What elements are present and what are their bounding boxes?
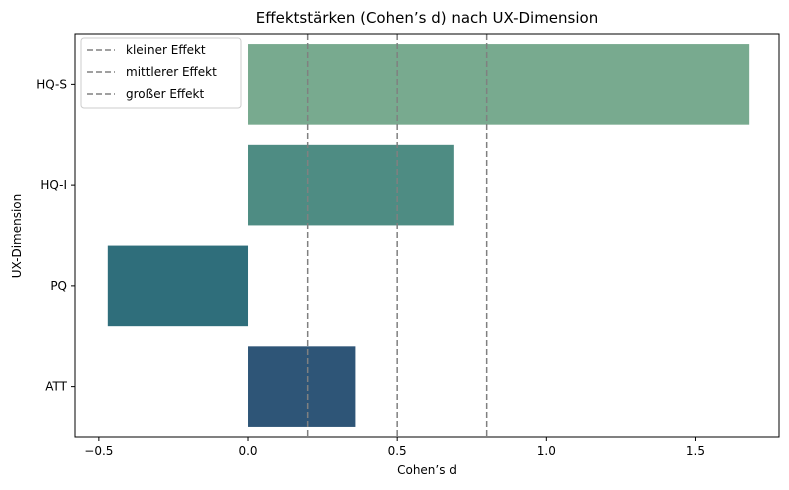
y-tick-label: PQ — [50, 279, 67, 293]
y-tick-label: HQ-I — [40, 178, 67, 192]
legend-label: kleiner Effekt — [126, 43, 206, 57]
y-tick-label: HQ-S — [36, 77, 67, 91]
plot-frame — [74, 33, 780, 438]
bar-hq-s — [248, 44, 750, 125]
y-tick-label: ATT — [45, 380, 67, 394]
bar-hq-i — [248, 144, 454, 226]
plot-area: HQ-S HQ-I PQ ATT −0.5 0.0 0.5 1.0 1.5 — [36, 33, 780, 458]
legend-box — [80, 37, 242, 109]
x-tick-label: 1.5 — [686, 444, 705, 458]
legend-label: mittlerer Effekt — [126, 65, 217, 79]
bar-att — [248, 346, 356, 427]
x-tick-label: −0.5 — [84, 444, 113, 458]
legend-label: großer Effekt — [126, 87, 205, 101]
chart-title: Effektstärken (Cohen’s d) nach UX-Dimens… — [256, 9, 598, 27]
y-axis-label: UX-Dimension — [10, 194, 24, 279]
x-axis-label: Cohen’s d — [397, 463, 457, 477]
x-tick-label: 1.0 — [537, 444, 556, 458]
bar-pq — [107, 245, 249, 327]
x-tick-label: 0.0 — [238, 444, 257, 458]
x-tick-label: 0.5 — [388, 444, 407, 458]
legend: kleiner Effekt mittlerer Effekt großer Eff… — [80, 37, 242, 109]
